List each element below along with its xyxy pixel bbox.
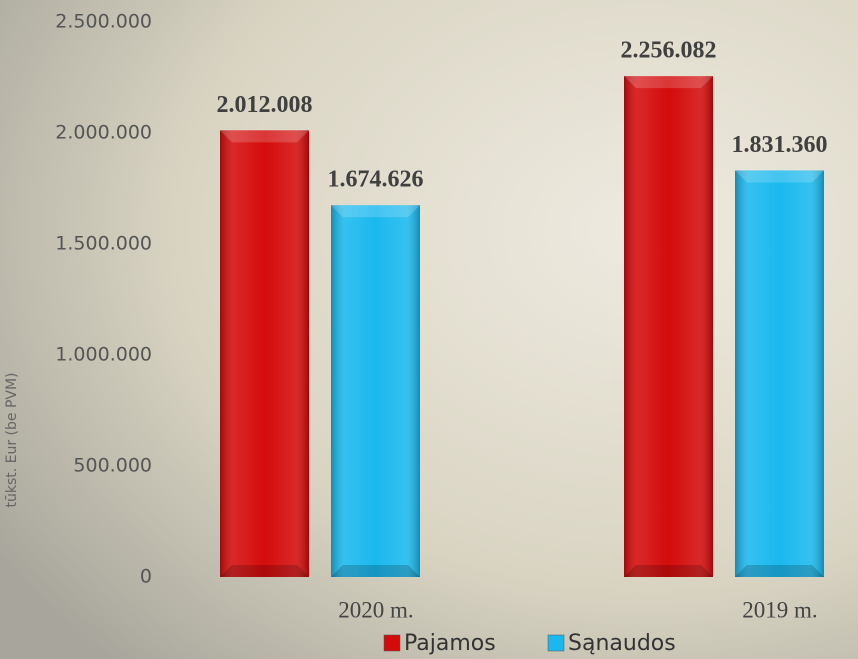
- data-label: 2.256.082: [621, 38, 717, 64]
- legend-label: Pajamos: [404, 631, 496, 656]
- legend-label: Sąnaudos: [568, 631, 676, 656]
- bar-bevel: [331, 205, 420, 218]
- bar-bevel: [624, 565, 713, 577]
- legend-swatch: [547, 634, 565, 652]
- bar-shading: [331, 205, 420, 577]
- x-tick-label: 2020 m.: [338, 597, 413, 622]
- bar-bevel: [735, 170, 824, 183]
- y-tick-label: 500.000: [73, 455, 152, 477]
- bar-bevel: [220, 130, 309, 143]
- data-label: 1.674.626: [328, 167, 424, 193]
- y-axis-label: tūkst. Eur (be PVM): [4, 372, 20, 507]
- bar-bevel: [220, 565, 309, 577]
- data-label: 2.012.008: [217, 92, 313, 118]
- data-label: 1.831.360: [732, 132, 828, 158]
- y-tick-label: 1.500.000: [55, 233, 152, 255]
- y-tick-label: 2.500.000: [55, 11, 152, 33]
- bar-bevel: [624, 76, 713, 89]
- y-tick-label: 0: [140, 566, 152, 588]
- bar-shading: [624, 76, 713, 578]
- y-tick-label: 2.000.000: [55, 122, 152, 144]
- legend-swatch: [383, 634, 401, 652]
- x-tick-label: 2019 m.: [742, 597, 817, 622]
- y-tick-label: 1.000.000: [55, 344, 152, 366]
- bar-bevel: [735, 565, 824, 577]
- bar-shading: [220, 130, 309, 577]
- bar-bevel: [331, 565, 420, 577]
- bar-shading: [735, 170, 824, 577]
